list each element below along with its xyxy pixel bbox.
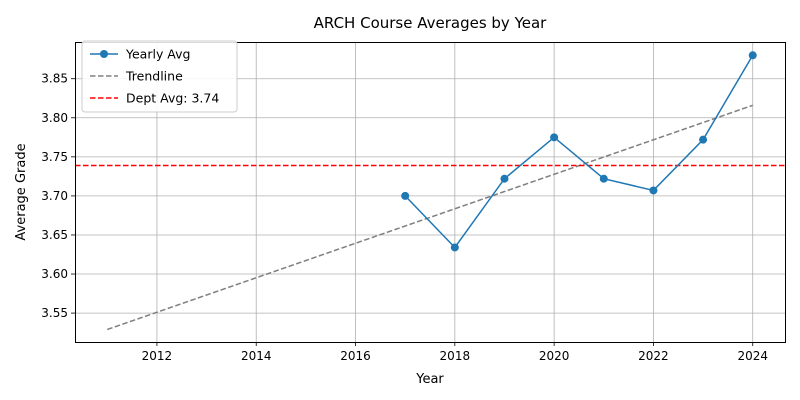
y-tick-label: 3.80	[41, 111, 68, 125]
x-axis: 2012 2014 2016 2018 2020 2022 2024	[142, 342, 768, 363]
legend: Yearly Avg Trendline Dept Avg: 3.74	[81, 40, 238, 113]
legend-marker-yearly-avg	[100, 50, 108, 58]
x-tick-label: 2016	[340, 349, 371, 363]
legend-label: Dept Avg: 3.74	[126, 91, 219, 106]
y-axis-label: Average Grade	[14, 143, 29, 240]
y-tick-label: 3.85	[41, 72, 68, 86]
yearly-avg-point	[699, 135, 708, 144]
y-tick-label: 3.65	[41, 228, 68, 242]
trendline	[107, 104, 753, 331]
plot-frame	[75, 42, 786, 343]
yearly-avg-point	[500, 174, 509, 183]
legend-label: Trendline	[125, 69, 183, 84]
yearly-avg-point	[401, 191, 410, 200]
y-tick-label: 3.60	[41, 267, 68, 281]
legend-box	[81, 40, 238, 113]
x-tick-label: 2022	[638, 349, 669, 363]
legend-label: Yearly Avg	[125, 47, 190, 62]
yearly-avg-point	[649, 186, 658, 195]
y-tick-label: 3.75	[41, 150, 68, 164]
yearly-avg-line	[404, 54, 754, 249]
yearly-avg-point	[450, 243, 459, 252]
y-axis: 3.55 3.60 3.65 3.70 3.75 3.80 3.85	[41, 72, 75, 320]
y-tick-label: 3.70	[41, 189, 68, 203]
x-tick-label: 2020	[539, 349, 570, 363]
x-tick-label: 2014	[241, 349, 272, 363]
chart-title: ARCH Course Averages by Year	[314, 14, 548, 32]
x-tick-label: 2024	[737, 349, 768, 363]
x-tick-label: 2018	[440, 349, 471, 363]
yearly-avg-point	[748, 51, 757, 60]
yearly-avg-point	[550, 133, 559, 142]
plot-area	[75, 51, 785, 331]
y-tick-label: 3.55	[41, 306, 68, 320]
x-axis-label: Year	[415, 372, 444, 387]
yearly-avg-point	[599, 174, 608, 183]
x-tick-label: 2012	[142, 349, 173, 363]
